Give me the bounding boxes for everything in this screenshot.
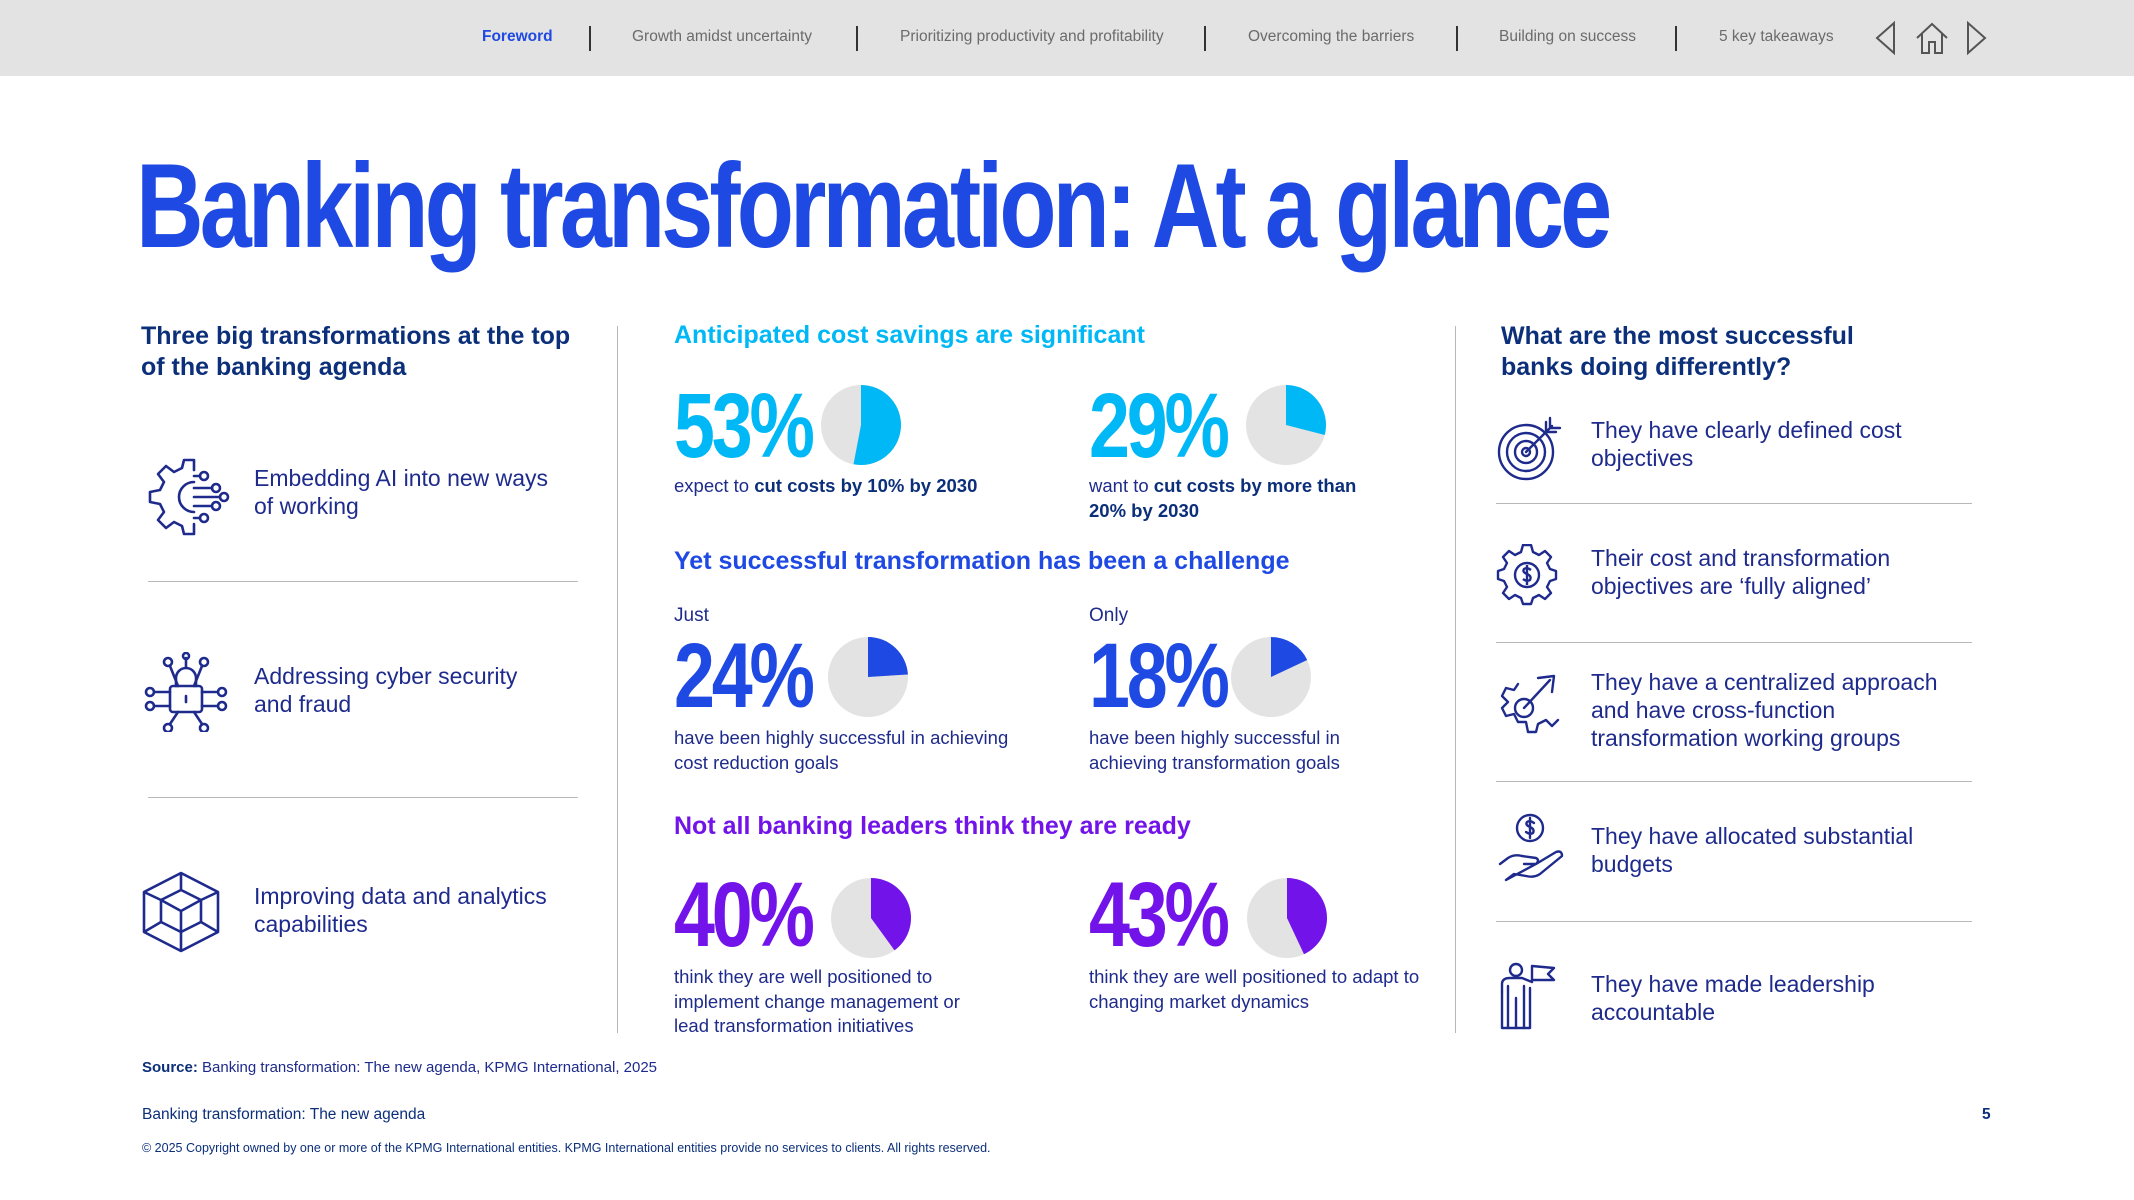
stat-description: think they are well positioned to adapt … [1089, 966, 1420, 1012]
transformation-item: Embedding AI into new ways of working [140, 448, 580, 568]
column-divider [617, 326, 618, 1033]
publication-title: Banking transformation: The new agenda [142, 1106, 426, 1123]
divider [1496, 642, 1972, 643]
stat-cost-reduction-success: Just 24% have been highly successful in … [674, 604, 1054, 774]
stat-prefix: Only [1089, 605, 1129, 626]
security-lock-network-icon [144, 652, 228, 732]
stat-value: 40% [674, 864, 815, 966]
stat-description: think they are well positioned to implem… [674, 966, 960, 1036]
dollar-gear-icon [1496, 544, 1558, 606]
nav-item-foreword[interactable]: Foreword [482, 28, 553, 45]
success-label: They have made leadership accountable [1591, 971, 1875, 1025]
nav-separator [589, 26, 591, 51]
stat-prefix: Just [674, 605, 709, 626]
data-cube-icon [142, 871, 220, 953]
gear-arrow-icon [1500, 674, 1560, 734]
pie-slice [853, 385, 901, 465]
transformation-label: Embedding AI into new ways of working [254, 465, 549, 519]
transformation-label: Addressing cyber security and fraud [254, 663, 518, 717]
success-label: Their cost and transformation objectives… [1591, 545, 1891, 599]
source-note: Source: Banking transformation: The new … [142, 1059, 658, 1076]
pie-slice [1271, 637, 1308, 677]
nav-item-takeaways[interactable]: 5 key takeaways [1719, 28, 1834, 45]
page-number: 5 [1982, 1106, 1991, 1123]
nav-item-success[interactable]: Building on success [1499, 28, 1636, 45]
nav-item-barriers[interactable]: Overcoming the barriers [1248, 28, 1415, 45]
pie-slice [1286, 385, 1326, 435]
pie-chart [831, 878, 911, 958]
pie-slice [871, 878, 911, 951]
stat-market-dynamics: 43% think they are well positioned to ad… [1089, 869, 1469, 1039]
successful-banks-heading: What are the most successful banks doing… [1501, 322, 1854, 381]
divider [148, 581, 578, 582]
stat-value: 43% [1089, 864, 1230, 966]
stat-cost-10pct: 53% expect to cut costs by 10% by 2030 [674, 380, 1054, 550]
pie-chart [821, 385, 901, 465]
hand-coin-icon [1498, 813, 1564, 882]
stat-description: have been highly successful in achieving… [674, 727, 1009, 773]
nav-separator [1675, 26, 1677, 51]
pie-chart [1246, 385, 1326, 465]
column-divider [1455, 326, 1456, 1033]
ai-gear-circuit-icon [148, 458, 230, 536]
success-label: They have allocated substantial budgets [1591, 823, 1914, 877]
copyright-notice: © 2025 Copyright owned by one or more of… [142, 1141, 991, 1155]
transformation-item: Addressing cyber security and fraud [140, 652, 580, 772]
stat-description: have been highly successful in achieving… [1089, 727, 1340, 773]
pie-chart [828, 637, 908, 717]
divider [148, 797, 578, 798]
stat-value: 53% [674, 375, 815, 477]
pie-chart [1247, 878, 1327, 958]
nav-item-productivity[interactable]: Prioritizing productivity and profitabil… [900, 28, 1164, 45]
success-label: They have a centralized approach and hav… [1591, 669, 1938, 751]
top-navigation-bar: Foreword Growth amidst uncertainty Prior… [0, 0, 2134, 76]
stat-description: expect to cut costs by 10% by 2030 [674, 475, 978, 496]
pie-slice [1287, 878, 1327, 955]
nav-item-growth[interactable]: Growth amidst uncertainty [632, 28, 813, 45]
nav-separator [1204, 26, 1206, 51]
transformation-item: Improving data and analytics capabilitie… [140, 870, 580, 990]
stat-value: 18% [1089, 625, 1230, 727]
stat-transformation-success: Only 18% have been highly successful in … [1089, 604, 1469, 774]
stat-cost-20pct: 29% want to cut costs by more than 20% b… [1089, 380, 1469, 550]
stat-value: 24% [674, 625, 815, 727]
pie-chart [1231, 637, 1311, 717]
challenge-heading: Yet successful transformation has been a… [674, 547, 1290, 575]
home-icon[interactable] [1914, 20, 1950, 56]
readiness-heading: Not all banking leaders think they are r… [674, 812, 1191, 840]
divider [1496, 921, 1972, 922]
transformations-heading: Three big transformations at the top of … [141, 322, 571, 381]
stat-description: want to cut costs by more than 20% by 20… [1089, 475, 1357, 521]
stat-value: 29% [1089, 375, 1230, 477]
stat-change-management: 40% think they are well positioned to im… [674, 869, 1054, 1039]
divider [1496, 503, 1972, 504]
success-label: They have clearly defined cost objective… [1591, 417, 1902, 471]
target-icon [1497, 416, 1562, 481]
divider [1496, 781, 1972, 782]
nav-separator [856, 26, 858, 51]
transformation-label: Improving data and analytics capabilitie… [254, 883, 547, 937]
next-arrow-icon[interactable] [1964, 20, 1988, 56]
nav-separator [1456, 26, 1458, 51]
pie-slice [868, 637, 908, 677]
leader-flag-icon [1500, 962, 1556, 1030]
page-title: Banking transformation: At a glance [136, 139, 1612, 273]
previous-arrow-icon[interactable] [1874, 20, 1898, 56]
cost-savings-heading: Anticipated cost savings are significant [674, 321, 1145, 349]
